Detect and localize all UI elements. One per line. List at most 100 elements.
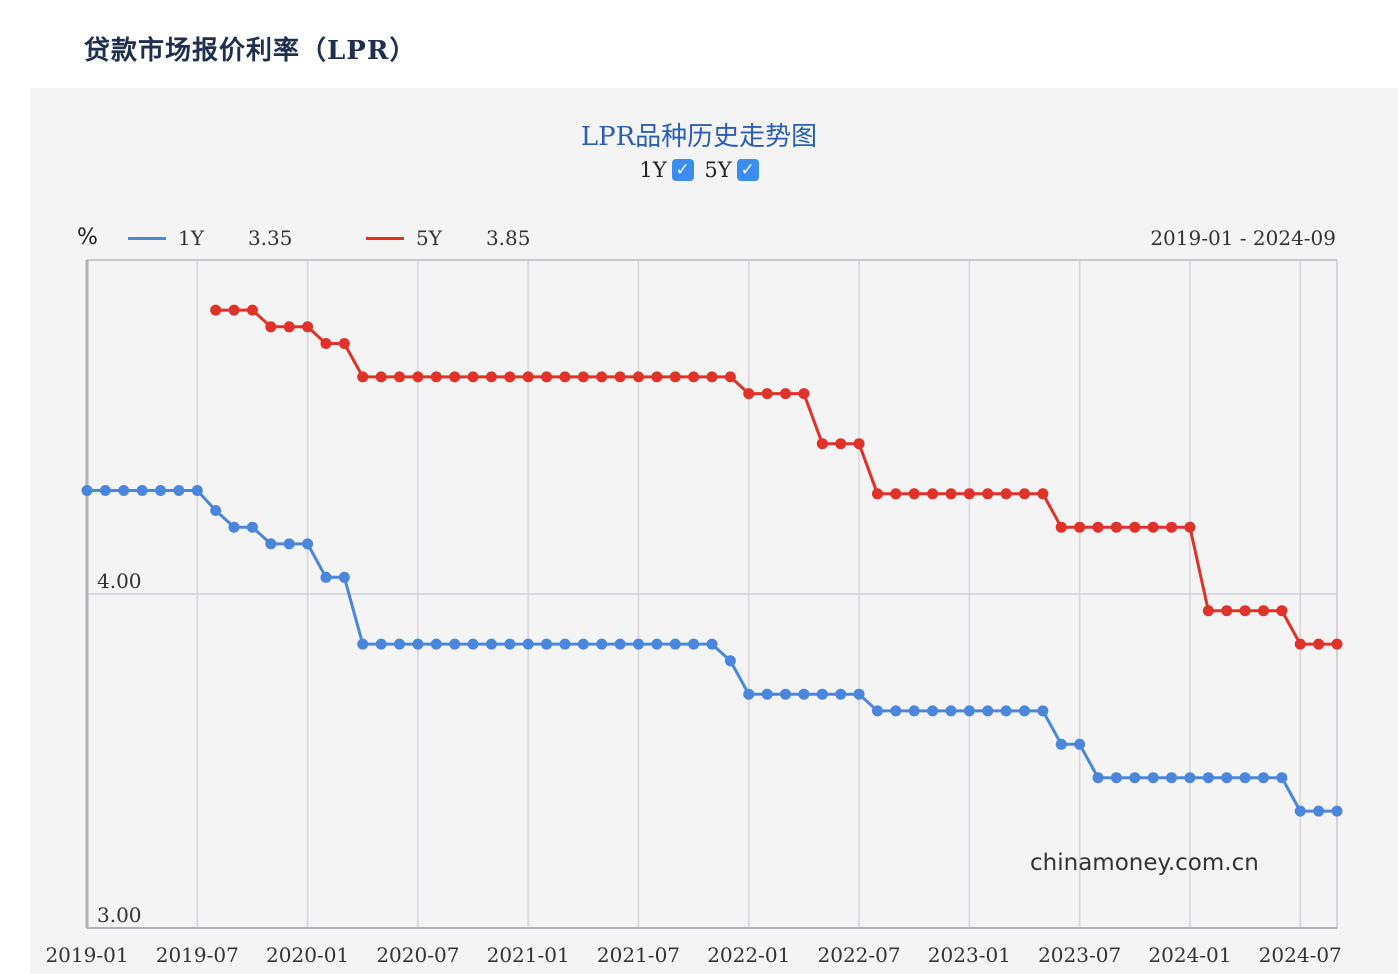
data-point-1y bbox=[541, 638, 553, 650]
data-point-1y bbox=[945, 705, 957, 717]
data-point-5y bbox=[982, 488, 994, 500]
data-point-5y bbox=[375, 371, 387, 383]
data-point-5y bbox=[1129, 521, 1141, 533]
data-point-5y bbox=[688, 371, 700, 383]
data-point-5y bbox=[780, 388, 792, 400]
data-point-5y bbox=[871, 488, 883, 500]
data-point-5y bbox=[596, 371, 608, 383]
date-range: 2019-01 - 2024-09 bbox=[1150, 226, 1336, 250]
data-point-5y bbox=[835, 438, 847, 450]
watermark: chinamoney.com.cn bbox=[1030, 850, 1259, 876]
data-point-1y bbox=[1074, 738, 1086, 750]
data-point-1y bbox=[504, 638, 516, 650]
data-point-5y bbox=[228, 304, 240, 316]
data-point-1y bbox=[908, 705, 920, 717]
data-point-1y bbox=[1000, 705, 1012, 717]
data-point-5y bbox=[210, 304, 222, 316]
data-point-1y bbox=[1166, 772, 1178, 784]
data-point-5y bbox=[1313, 638, 1325, 650]
data-point-5y bbox=[1294, 638, 1306, 650]
x-tick-label: 2019-07 bbox=[156, 943, 239, 967]
data-point-5y bbox=[394, 371, 405, 383]
x-tick-label: 2022-01 bbox=[707, 943, 790, 967]
data-point-5y bbox=[908, 488, 920, 500]
checkbox-checked-icon[interactable]: ✓ bbox=[736, 159, 759, 181]
x-tick-label: 2024-07 bbox=[1259, 943, 1342, 967]
data-point-5y bbox=[1276, 605, 1288, 617]
legend-item-5y[interactable]: 5Y 3.85 bbox=[366, 226, 530, 250]
toggle-1y-label: 1Y bbox=[639, 158, 667, 182]
data-point-5y bbox=[320, 338, 332, 349]
data-point-1y bbox=[780, 688, 792, 700]
data-point-5y bbox=[706, 371, 718, 383]
data-point-1y bbox=[871, 705, 883, 717]
data-point-5y bbox=[559, 371, 571, 383]
data-point-5y bbox=[338, 338, 350, 349]
data-point-1y bbox=[1129, 772, 1141, 784]
data-point-1y bbox=[1092, 772, 1104, 784]
data-point-1y bbox=[963, 705, 975, 717]
data-point-1y bbox=[724, 655, 736, 667]
data-point-5y bbox=[1055, 521, 1067, 533]
page-heading: 贷款市场报价利率（LPR） bbox=[84, 36, 417, 66]
data-point-1y bbox=[99, 484, 111, 496]
data-point-1y bbox=[614, 638, 626, 650]
x-tick-label: 2023-07 bbox=[1038, 943, 1121, 967]
x-tick-label: 2023-01 bbox=[928, 943, 1011, 967]
data-point-5y bbox=[798, 388, 810, 400]
data-point-5y bbox=[853, 438, 865, 450]
data-point-5y bbox=[963, 488, 975, 500]
data-point-1y bbox=[1019, 705, 1030, 717]
legend-value-1y: 3.35 bbox=[247, 226, 293, 250]
data-point-5y bbox=[651, 371, 663, 383]
data-point-1y bbox=[449, 638, 461, 650]
data-point-5y bbox=[761, 388, 773, 400]
data-point-5y bbox=[1037, 488, 1049, 500]
data-point-1y bbox=[136, 484, 148, 496]
toggle-5y-label: 5Y bbox=[704, 158, 732, 182]
data-point-5y bbox=[1239, 605, 1251, 617]
data-point-5y bbox=[467, 371, 479, 383]
checkbox-checked-icon[interactable]: ✓ bbox=[671, 159, 694, 181]
legend-label-5y: 5Y bbox=[416, 226, 442, 250]
data-point-5y bbox=[1202, 605, 1214, 617]
data-point-1y bbox=[596, 638, 608, 650]
chart-title: LPR品种历史走势图 bbox=[580, 122, 818, 152]
data-point-1y bbox=[1294, 805, 1306, 817]
data-point-1y bbox=[927, 705, 939, 717]
data-point-1y bbox=[338, 571, 350, 583]
x-tick-label: 2021-01 bbox=[487, 943, 570, 967]
data-point-1y bbox=[835, 688, 847, 700]
data-point-1y bbox=[1331, 805, 1343, 817]
data-point-5y bbox=[449, 371, 461, 383]
data-point-5y bbox=[1221, 605, 1233, 617]
data-point-1y bbox=[522, 638, 534, 650]
data-point-5y bbox=[927, 488, 939, 500]
legend-swatch-5y bbox=[366, 236, 404, 240]
data-point-5y bbox=[430, 371, 442, 383]
data-point-1y bbox=[283, 538, 295, 550]
data-point-1y bbox=[669, 638, 681, 650]
data-point-5y bbox=[246, 304, 258, 316]
data-point-1y bbox=[706, 638, 718, 650]
toggle-5y[interactable]: 5Y ✓ bbox=[704, 158, 759, 182]
data-point-5y bbox=[1092, 521, 1104, 533]
data-point-1y bbox=[853, 688, 865, 700]
data-point-1y bbox=[1184, 772, 1196, 784]
toggle-1y[interactable]: 1Y ✓ bbox=[639, 158, 694, 182]
data-point-5y bbox=[1257, 605, 1269, 617]
data-point-1y bbox=[559, 638, 571, 650]
data-point-5y bbox=[1184, 521, 1196, 533]
data-point-5y bbox=[541, 371, 553, 383]
data-point-5y bbox=[743, 388, 755, 400]
data-point-5y bbox=[1074, 521, 1086, 533]
data-point-5y bbox=[577, 371, 589, 383]
data-point-5y bbox=[283, 321, 295, 333]
data-point-1y bbox=[1221, 772, 1233, 784]
legend-item-1y[interactable]: 1Y 3.35 bbox=[128, 226, 292, 250]
data-point-5y bbox=[816, 438, 828, 450]
data-point-5y bbox=[412, 371, 424, 383]
data-point-1y bbox=[1202, 772, 1214, 784]
data-point-5y bbox=[485, 371, 497, 383]
data-point-5y bbox=[504, 371, 516, 383]
